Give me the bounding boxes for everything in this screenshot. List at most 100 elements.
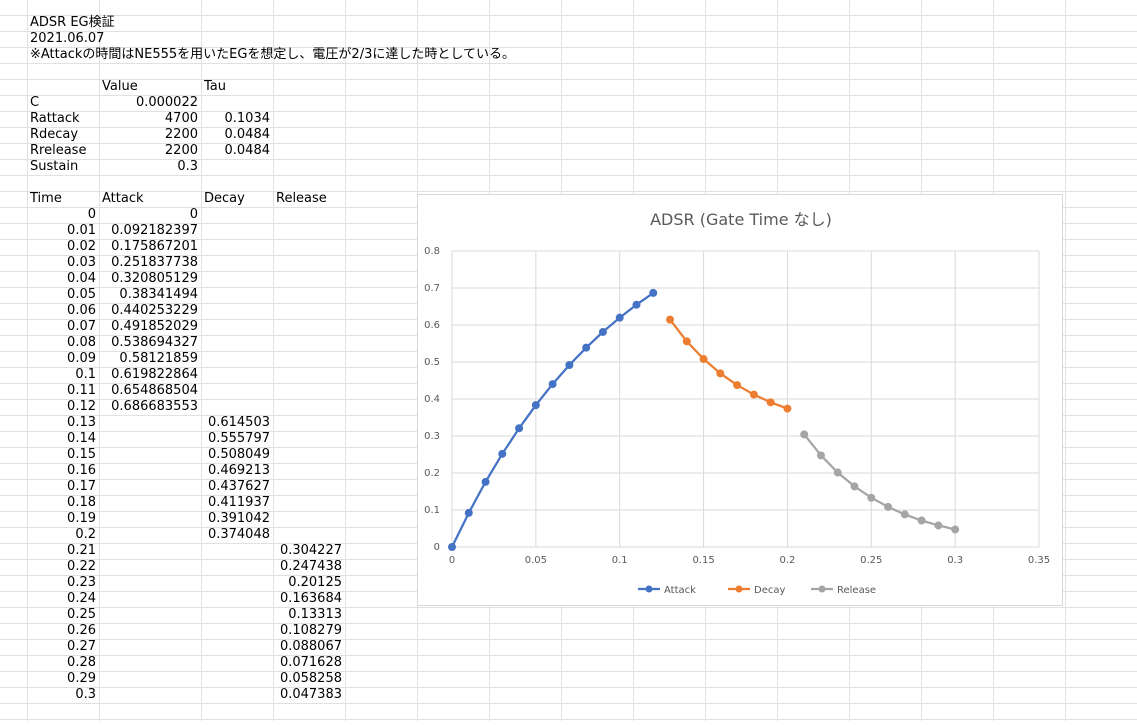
- table-cell: 0.1: [75, 367, 96, 382]
- data-point-release: [884, 502, 893, 511]
- table-cell: 0.411937: [207, 495, 270, 510]
- table-header-decay: Decay: [204, 191, 245, 206]
- table-cell: 0.555797: [207, 431, 270, 446]
- param-tau: 0.1034: [224, 111, 271, 126]
- data-point-release: [850, 482, 859, 491]
- table-cell: 0.374048: [207, 527, 270, 542]
- data-point-decay: [749, 390, 758, 399]
- table-cell: 0.175867201: [111, 239, 198, 254]
- table-cell: 0.058258: [279, 671, 342, 686]
- table-cell: 0.654868504: [111, 383, 198, 398]
- x-tick-label: 0: [449, 555, 455, 566]
- y-tick-label: 0.6: [424, 320, 440, 331]
- y-tick-label: 0: [434, 542, 440, 553]
- table-cell: 0.06: [67, 303, 96, 318]
- table-cell: 0.28: [67, 655, 96, 670]
- table-cell: 0.21: [67, 543, 96, 558]
- table-cell: 0.27: [67, 639, 96, 654]
- x-tick-label: 0.2: [779, 555, 795, 566]
- table-cell: 0.508049: [207, 447, 270, 462]
- table-cell: 0.538694327: [111, 335, 198, 350]
- x-tick-label: 0.1: [612, 555, 628, 566]
- param-tau: 0.0484: [224, 127, 271, 142]
- x-tick-label: 0.15: [692, 555, 714, 566]
- data-point-release: [917, 516, 926, 525]
- legend-marker-release: [818, 585, 826, 593]
- table-cell: 0.07: [67, 319, 96, 334]
- table-cell: 0.58121859: [119, 351, 198, 366]
- table-cell: 0.092182397: [111, 223, 198, 238]
- sheet-note: ※Attackの時間はNE555を用いたEGを想定し、電圧が2/3に達した時とし…: [30, 47, 515, 62]
- data-point-decay: [682, 337, 691, 346]
- data-point-release: [800, 430, 809, 439]
- table-cell: 0.047383: [279, 687, 342, 702]
- y-tick-label: 0.7: [424, 283, 440, 294]
- table-cell: 0.22: [67, 559, 96, 574]
- table-cell: 0.20125: [288, 575, 342, 590]
- table-cell: 0.251837738: [111, 255, 198, 270]
- data-point-release: [900, 510, 909, 519]
- table-cell: 0.108279: [279, 623, 342, 638]
- table-cell: 0.619822864: [111, 367, 198, 382]
- table-cell: 0.08: [67, 335, 96, 350]
- data-point-attack: [448, 543, 456, 551]
- data-point-attack: [615, 313, 624, 322]
- param-name: C: [30, 95, 40, 110]
- param-name: Rrelease: [30, 143, 87, 158]
- table-cell: 0.02: [67, 239, 96, 254]
- table-cell: 0.09: [67, 351, 96, 366]
- chart-area[interactable]: ADSR (Gate Time なし) 0 0.1 0.2 0.3 0.4 0.5 0.6 0.…: [417, 194, 1063, 606]
- data-point-decay: [716, 369, 725, 378]
- data-point-attack: [464, 508, 473, 517]
- sheet-date: 2021.06.07: [30, 31, 105, 46]
- table-header-attack: Attack: [102, 191, 144, 206]
- x-tick-label: 0.35: [1028, 555, 1050, 566]
- table-cell: 0.38341494: [119, 287, 198, 302]
- series-line-attack: [450, 291, 654, 548]
- param-value: 0.3: [177, 159, 198, 174]
- table-cell: 0.391042: [207, 511, 270, 526]
- data-point-release: [816, 451, 825, 460]
- series-line-decay: [669, 318, 788, 410]
- param-name: Rdecay: [30, 127, 79, 142]
- param-value: 4700: [164, 111, 198, 126]
- table-cell: 0.304227: [279, 543, 342, 558]
- table-cell: 0.17: [67, 479, 96, 494]
- table-header-release: Release: [276, 191, 327, 206]
- adsr-chart: ADSR (Gate Time なし) 0 0.1 0.2 0.3 0.4 0.5 0.6 0.…: [424, 210, 1050, 596]
- data-point-release: [934, 521, 943, 530]
- table-cell: 0.11: [67, 383, 96, 398]
- table-cell: 0.469213: [207, 463, 270, 478]
- table-cell: 0.320805129: [111, 271, 198, 286]
- table-cell: 0.29: [67, 671, 96, 686]
- data-point-release: [833, 468, 842, 477]
- data-point-decay: [699, 355, 708, 364]
- data-point-decay: [783, 404, 792, 413]
- param-value: 2200: [164, 143, 198, 158]
- table-cell: 0.686683553: [111, 399, 198, 414]
- table-cell: 0.491852029: [111, 319, 198, 334]
- series-line-release: [803, 433, 956, 531]
- x-tick-label: 0.3: [947, 555, 963, 566]
- data-point-release: [867, 493, 876, 502]
- y-tick-label: 0.2: [424, 468, 440, 479]
- table-cell: 0.163684: [279, 591, 342, 606]
- param-tau: 0.0484: [224, 143, 271, 158]
- data-point-decay: [666, 315, 675, 324]
- data-point-attack: [548, 380, 557, 389]
- y-tick-label: 0.4: [424, 394, 440, 405]
- data-point-decay: [766, 398, 775, 407]
- table-cell: 0.088067: [279, 639, 342, 654]
- table-cell: 0.437627: [207, 479, 270, 494]
- data-point-attack: [582, 343, 591, 352]
- table-cell: 0.12: [67, 399, 96, 414]
- table-cell: 0.2: [75, 527, 96, 542]
- param-value: 0.000022: [135, 95, 198, 110]
- data-point-attack: [598, 327, 607, 336]
- legend-label-release: Release: [837, 585, 876, 596]
- table-cell: 0.3: [75, 687, 96, 702]
- sheet-title: ADSR EG検証: [30, 15, 115, 30]
- legend-label-decay: Decay: [754, 585, 785, 596]
- data-point-attack: [632, 300, 641, 309]
- param-header-value: Value: [102, 79, 138, 94]
